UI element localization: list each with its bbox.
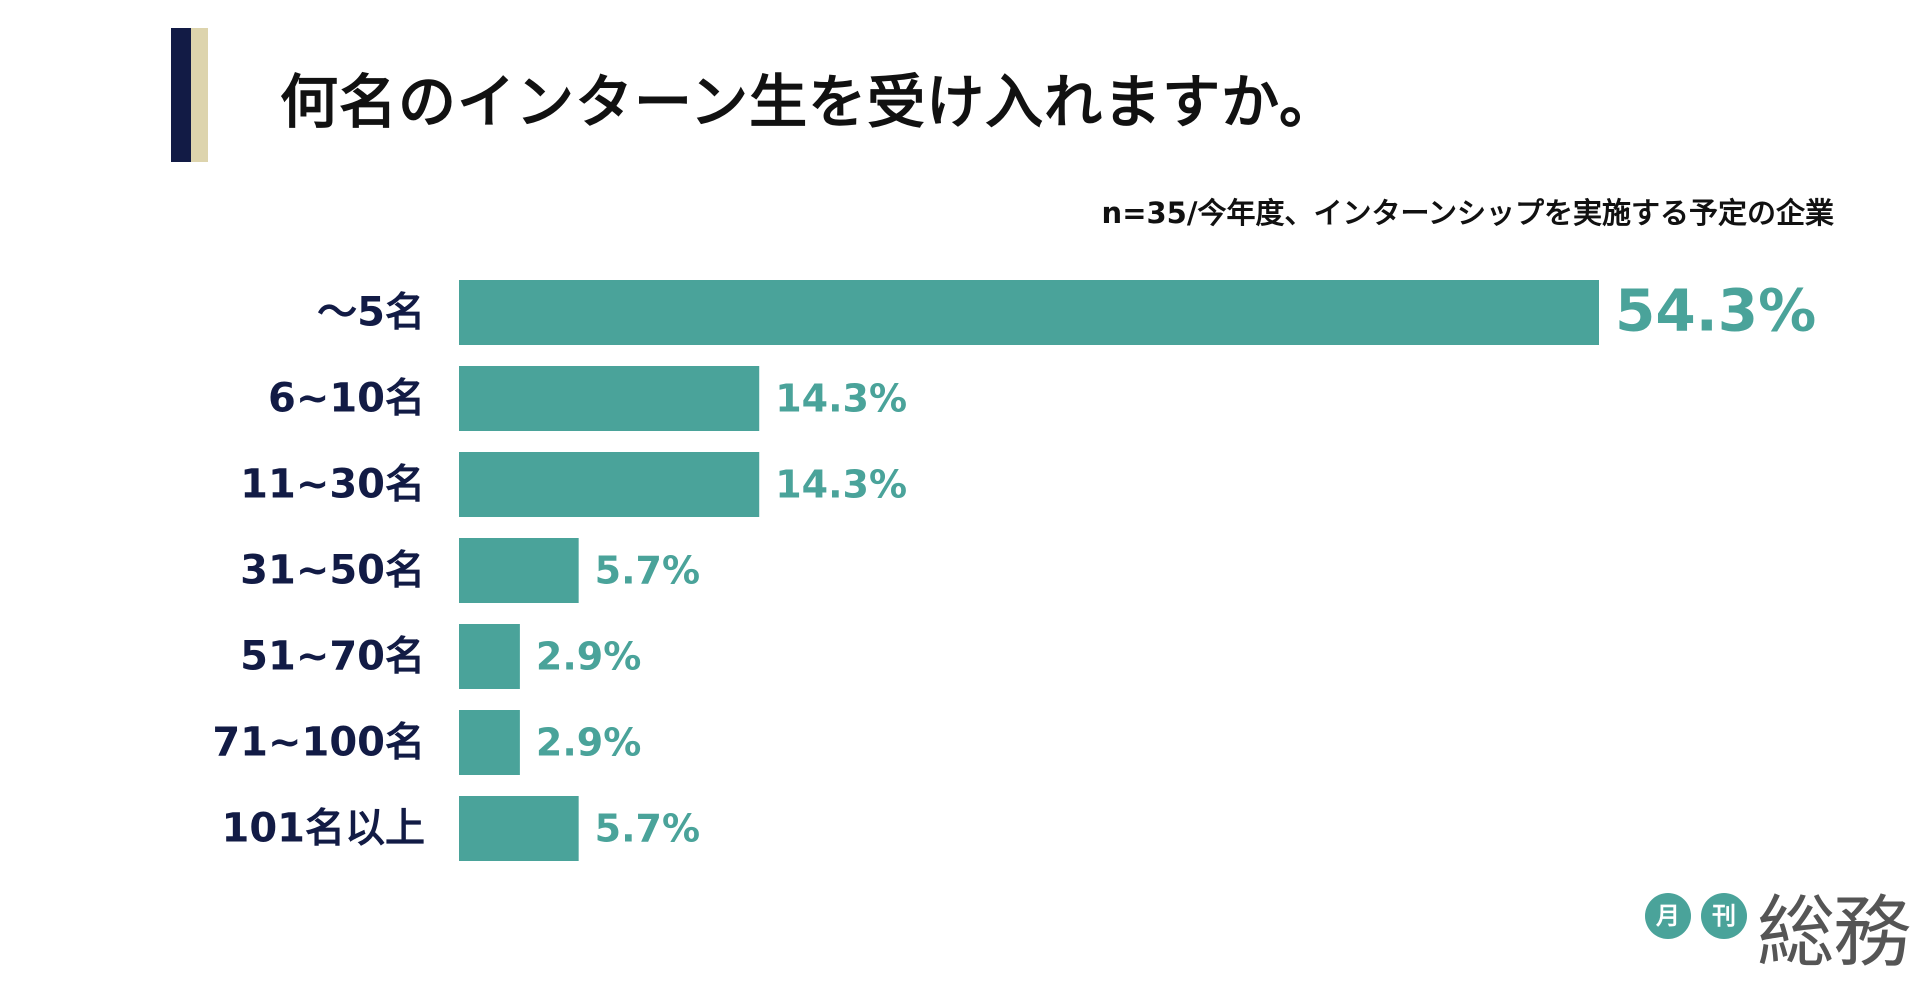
publisher-logo: 月 刊 総務	[1645, 885, 1911, 985]
category-label-6: 101名以上	[222, 806, 426, 852]
category-label-1: 6~10名	[268, 376, 425, 422]
logo-circle-tsuki: 月	[1645, 893, 1691, 939]
chart-title: 何名のインターン生を受け入れますか。	[280, 68, 1338, 136]
logo-circle-kan: 刊	[1701, 893, 1747, 939]
logo-wordmark: 総務	[1757, 888, 1911, 978]
category-label-4: 51~70名	[240, 634, 425, 680]
bars-layer: ～5名 54.3% 6~10名 14.3% 11~30名 14.3% 31~50名 5.7% 5…	[212, 277, 1816, 861]
bar-2	[459, 452, 760, 517]
category-label-2: 11~30名	[240, 462, 425, 508]
category-label-5: 71~100名	[212, 720, 425, 766]
bar-5	[459, 710, 520, 775]
value-label-4: 2.9%	[536, 635, 641, 679]
sample-note: n=35/今年度、インターンシップを実施する予定の企業	[1101, 196, 1834, 230]
category-label-3: 31~50名	[240, 548, 425, 594]
bar-6	[459, 796, 579, 861]
bar-4	[459, 624, 520, 689]
value-label-2: 14.3%	[775, 463, 907, 507]
bar-1	[459, 366, 760, 431]
value-label-1: 14.3%	[775, 377, 907, 421]
value-label-3: 5.7%	[595, 549, 700, 593]
title-accent-navy	[171, 28, 191, 162]
category-label-0: ～5名	[317, 290, 425, 336]
bar-3	[459, 538, 579, 603]
value-label-6: 5.7%	[595, 807, 700, 851]
value-label-0: 54.3%	[1615, 277, 1816, 345]
value-label-5: 2.9%	[536, 721, 641, 765]
bar-0	[459, 280, 1599, 345]
title-accent-beige	[191, 28, 208, 162]
